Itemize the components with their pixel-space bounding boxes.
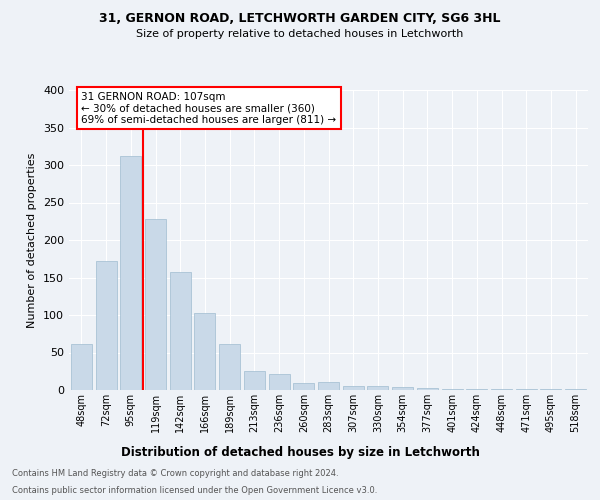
Text: Contains HM Land Registry data © Crown copyright and database right 2024.: Contains HM Land Registry data © Crown c… bbox=[12, 468, 338, 477]
Text: Contains public sector information licensed under the Open Government Licence v3: Contains public sector information licen… bbox=[12, 486, 377, 495]
Bar bbox=[466, 388, 487, 390]
Bar bbox=[318, 382, 339, 390]
Bar bbox=[120, 156, 141, 390]
Bar bbox=[71, 344, 92, 390]
Text: Size of property relative to detached houses in Letchworth: Size of property relative to detached ho… bbox=[136, 29, 464, 39]
Bar bbox=[565, 388, 586, 390]
Text: 31 GERNON ROAD: 107sqm
← 30% of detached houses are smaller (360)
69% of semi-de: 31 GERNON ROAD: 107sqm ← 30% of detached… bbox=[82, 92, 337, 124]
Y-axis label: Number of detached properties: Number of detached properties bbox=[28, 152, 37, 328]
Text: 31, GERNON ROAD, LETCHWORTH GARDEN CITY, SG6 3HL: 31, GERNON ROAD, LETCHWORTH GARDEN CITY,… bbox=[99, 12, 501, 26]
Bar bbox=[293, 382, 314, 390]
Bar bbox=[145, 219, 166, 390]
Bar bbox=[516, 388, 537, 390]
Bar bbox=[244, 370, 265, 390]
Bar bbox=[442, 388, 463, 390]
Text: Distribution of detached houses by size in Letchworth: Distribution of detached houses by size … bbox=[121, 446, 479, 459]
Bar bbox=[343, 386, 364, 390]
Bar bbox=[367, 386, 388, 390]
Bar bbox=[194, 313, 215, 390]
Bar bbox=[541, 389, 562, 390]
Bar bbox=[170, 272, 191, 390]
Bar bbox=[491, 389, 512, 390]
Bar bbox=[269, 374, 290, 390]
Bar bbox=[417, 388, 438, 390]
Bar bbox=[95, 261, 116, 390]
Bar bbox=[392, 387, 413, 390]
Bar bbox=[219, 344, 240, 390]
